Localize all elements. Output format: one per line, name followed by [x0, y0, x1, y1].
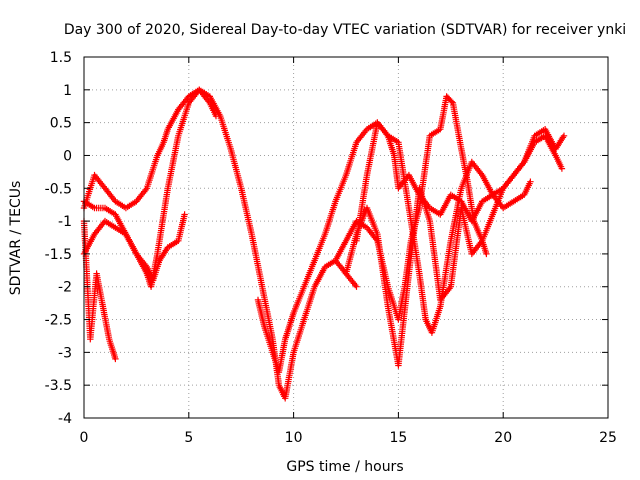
y-tick-label: 1.5	[50, 50, 72, 66]
x-tick-label: 20	[494, 430, 512, 446]
data-point-markers	[353, 119, 534, 336]
x-tick-label: 25	[599, 430, 617, 446]
y-tick-label: -2.5	[45, 313, 72, 329]
data-points	[80, 86, 568, 402]
series-track-h	[353, 119, 534, 336]
y-tick-label: -3	[58, 345, 72, 361]
x-tick-label: 10	[285, 430, 303, 446]
data-point-markers	[332, 93, 490, 323]
y-tick-label: 0	[63, 148, 72, 164]
grid-lines	[84, 57, 608, 418]
y-tick-label: -3.5	[45, 378, 72, 394]
x-tick-label: 15	[389, 430, 407, 446]
y-tick-label: -1.5	[45, 247, 72, 263]
y-tick-label: 0.5	[50, 116, 72, 132]
x-axis-label: GPS time / hours	[286, 459, 403, 475]
y-tick-label: 1	[63, 83, 72, 99]
y-tick-label: -1	[58, 214, 72, 230]
axis-ticks: 0 5 10 15 20 25 -4 -3.5 -3 -2.5 -2 -1.5 -1 -0.5 0 0.5 1 1…	[45, 50, 617, 446]
y-axis-label: SDTVAR / TECUs	[8, 181, 24, 296]
x-tick-label: 5	[184, 430, 193, 446]
y-tick-label: -0.5	[45, 181, 72, 197]
chart-title: Day 300 of 2020, Sidereal Day-to-day VTE…	[64, 22, 626, 38]
y-tick-label: -2	[58, 280, 72, 296]
x-tick-label: 0	[80, 430, 89, 446]
series-track-g	[332, 93, 490, 323]
y-tick-label: -4	[58, 411, 72, 427]
plot-frame	[83, 56, 609, 419]
